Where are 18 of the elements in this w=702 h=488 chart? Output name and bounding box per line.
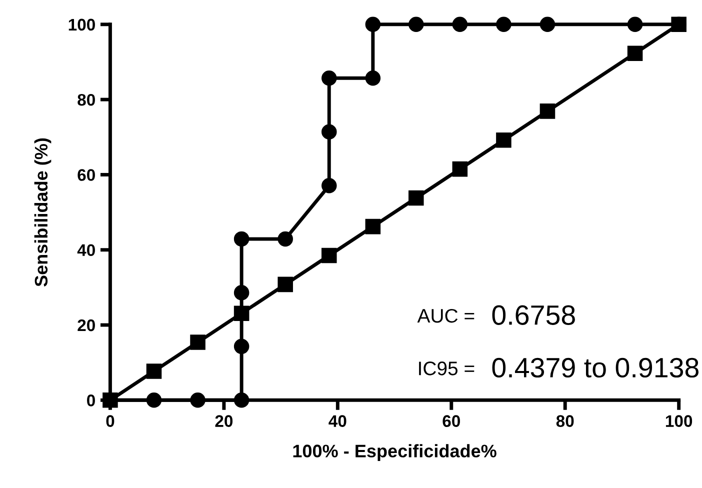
annotation: 0.6758 (492, 305, 575, 325)
x-tick-label: 20 (215, 415, 233, 427)
x-axis-title: 100% - Especificidade% (293, 444, 496, 461)
x-tick-label: 0 (106, 415, 114, 427)
y-axis-title: Sensibilidade (%) (34, 138, 52, 286)
y-tick-label: 40 (77, 244, 95, 256)
y-tick-label: 100 (68, 18, 95, 31)
y-tick-label: 60 (78, 169, 95, 181)
y-tick-label: 80 (78, 94, 95, 106)
annotation: 0.4379 to 0.9138 (492, 358, 699, 378)
x-tick-label: 100 (666, 415, 692, 427)
annotation: AUC = (417, 308, 474, 323)
annotation: IC95 = (419, 362, 474, 376)
y-tick-label: 0 (87, 394, 95, 406)
x-tick-label: 60 (442, 415, 460, 427)
x-tick-label: 80 (556, 415, 574, 427)
y-tick-label: 20 (78, 319, 95, 332)
x-tick-label: 40 (328, 415, 346, 427)
